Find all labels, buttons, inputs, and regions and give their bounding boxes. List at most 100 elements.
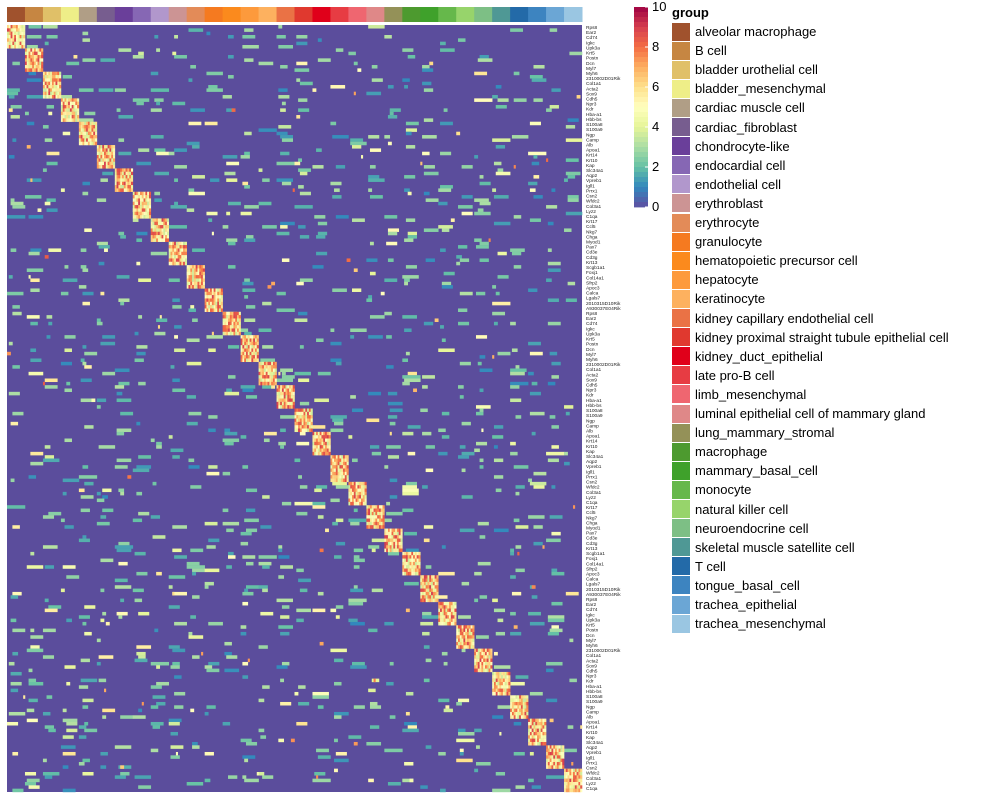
diagonal-cell: [362, 491, 365, 496]
heatmap-cell: [492, 285, 497, 289]
heatmap-cell: [245, 488, 258, 493]
diagonal-cell: [82, 128, 85, 132]
heatmap-cell: [529, 691, 543, 696]
diagonal-cell: [281, 401, 285, 406]
heatmap-cell: [492, 355, 495, 359]
heatmap-cell: [549, 628, 563, 633]
heatmap-cell: [276, 161, 295, 166]
row-label: Prrx1: [586, 188, 598, 194]
diagonal-cell: [526, 705, 529, 709]
diagonal-cell: [477, 665, 480, 669]
heatmap-cell: [366, 741, 382, 746]
diagonal-cell: [7, 35, 10, 39]
heatmap-cell: [440, 121, 453, 126]
diagonal-cell: [60, 115, 64, 119]
diagonal-cell: [387, 545, 391, 549]
row-label: Hbb-bs: [586, 403, 602, 409]
diagonal-cell: [238, 328, 241, 332]
diagonal-cell: [105, 158, 108, 162]
heatmap-cell: [206, 668, 220, 673]
diagonal-cell: [450, 618, 453, 623]
diagonal-cell: [253, 358, 256, 363]
diagonal-cell: [39, 55, 42, 59]
diagonal-cell: [377, 525, 380, 529]
diagonal-cell: [60, 98, 64, 102]
diagonal-cell: [190, 268, 193, 272]
diagonal-cell: [269, 361, 272, 366]
diagonal-cell: [150, 221, 153, 226]
heatmap-cell: [80, 358, 85, 363]
diagonal-cell: [141, 211, 144, 216]
heatmap-cell: [425, 745, 432, 749]
heatmap-cell: [138, 148, 150, 152]
diagonal-cell: [125, 185, 128, 189]
diagonal-cell: [59, 88, 62, 92]
heatmap-cell: [23, 695, 26, 699]
heatmap-cell: [299, 345, 304, 349]
diagonal-cell: [484, 661, 488, 666]
diagonal-cell: [420, 591, 423, 596]
heatmap-cell: [78, 615, 90, 619]
diagonal-cell: [529, 741, 532, 746]
heatmap-cell: [332, 195, 342, 199]
diagonal-cell: [296, 421, 299, 426]
heatmap-cell: [528, 181, 538, 186]
group-bar-31: [564, 7, 583, 22]
diagonal-cell: [44, 91, 47, 96]
heatmap-cell: [281, 101, 286, 106]
diagonal-cell: [355, 481, 358, 486]
diagonal-cell: [166, 235, 170, 239]
diagonal-cell: [326, 451, 329, 456]
heatmap-cell: [479, 241, 489, 246]
diagonal-cell: [238, 315, 241, 319]
heatmap-cell: [440, 151, 452, 156]
diagonal-cell: [483, 661, 486, 666]
diagonal-cell: [174, 241, 177, 246]
diagonal-cell: [204, 298, 207, 302]
diagonal-cell: [519, 701, 522, 706]
diagonal-cell: [567, 788, 570, 793]
diagonal-cell: [544, 721, 547, 726]
diagonal-cell: [120, 181, 123, 186]
diagonal-cell: [348, 488, 351, 493]
heatmap-cell: [26, 78, 42, 82]
heatmap-cell: [98, 245, 110, 249]
heatmap-cell: [245, 305, 256, 309]
diagonal-cell: [51, 91, 55, 96]
diagonal-cell: [531, 731, 534, 736]
diagonal-cell: [175, 251, 179, 256]
diagonal-cell: [380, 518, 383, 523]
heatmap-cell: [120, 765, 125, 769]
diagonal-cell: [504, 675, 507, 679]
diagonal-cell: [193, 281, 196, 286]
heatmap-cell: [42, 25, 58, 29]
heatmap-cell: [258, 561, 272, 566]
heatmap-cell: [353, 61, 358, 66]
heatmap-cell: [384, 518, 392, 523]
diagonal-cell: [443, 608, 446, 613]
heatmap-cell: [510, 575, 516, 579]
diagonal-cell: [111, 158, 114, 162]
diagonal-cell: [546, 758, 549, 763]
heatmap-cell: [114, 585, 132, 589]
diagonal-cell: [278, 395, 281, 399]
diagonal-cell: [535, 718, 538, 723]
diagonal-cell: [366, 505, 369, 509]
group-bar-15: [276, 7, 295, 22]
diagonal-cell: [139, 191, 143, 196]
diagonal-cell: [229, 315, 232, 319]
diagonal-cell: [188, 268, 191, 272]
diagonal-cell: [389, 531, 392, 536]
diagonal-cell: [449, 611, 452, 616]
diagonal-cell: [107, 158, 110, 162]
diagonal-cell: [87, 125, 90, 129]
diagonal-cell: [319, 441, 322, 446]
heatmap-cell: [511, 348, 518, 353]
legend-label: mammary_basal_cell: [695, 463, 818, 479]
legend-label: erythroblast: [695, 195, 763, 211]
diagonal-cell: [298, 415, 301, 419]
diagonal-cell: [107, 145, 110, 149]
diagonal-cell: [405, 568, 409, 573]
heatmap-cell: [528, 778, 534, 783]
diagonal-cell: [477, 655, 480, 659]
